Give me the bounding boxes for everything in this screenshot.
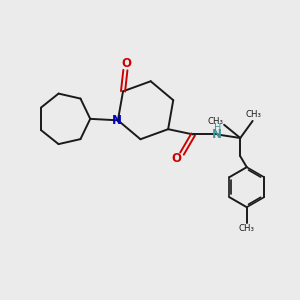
Text: CH₃: CH₃ — [245, 110, 261, 119]
Text: O: O — [172, 152, 182, 164]
Text: H: H — [214, 123, 221, 133]
Text: CH₃: CH₃ — [208, 117, 224, 126]
Text: CH₃: CH₃ — [239, 224, 255, 233]
Text: N: N — [112, 114, 122, 127]
Text: N: N — [212, 128, 222, 141]
Text: O: O — [122, 57, 132, 70]
